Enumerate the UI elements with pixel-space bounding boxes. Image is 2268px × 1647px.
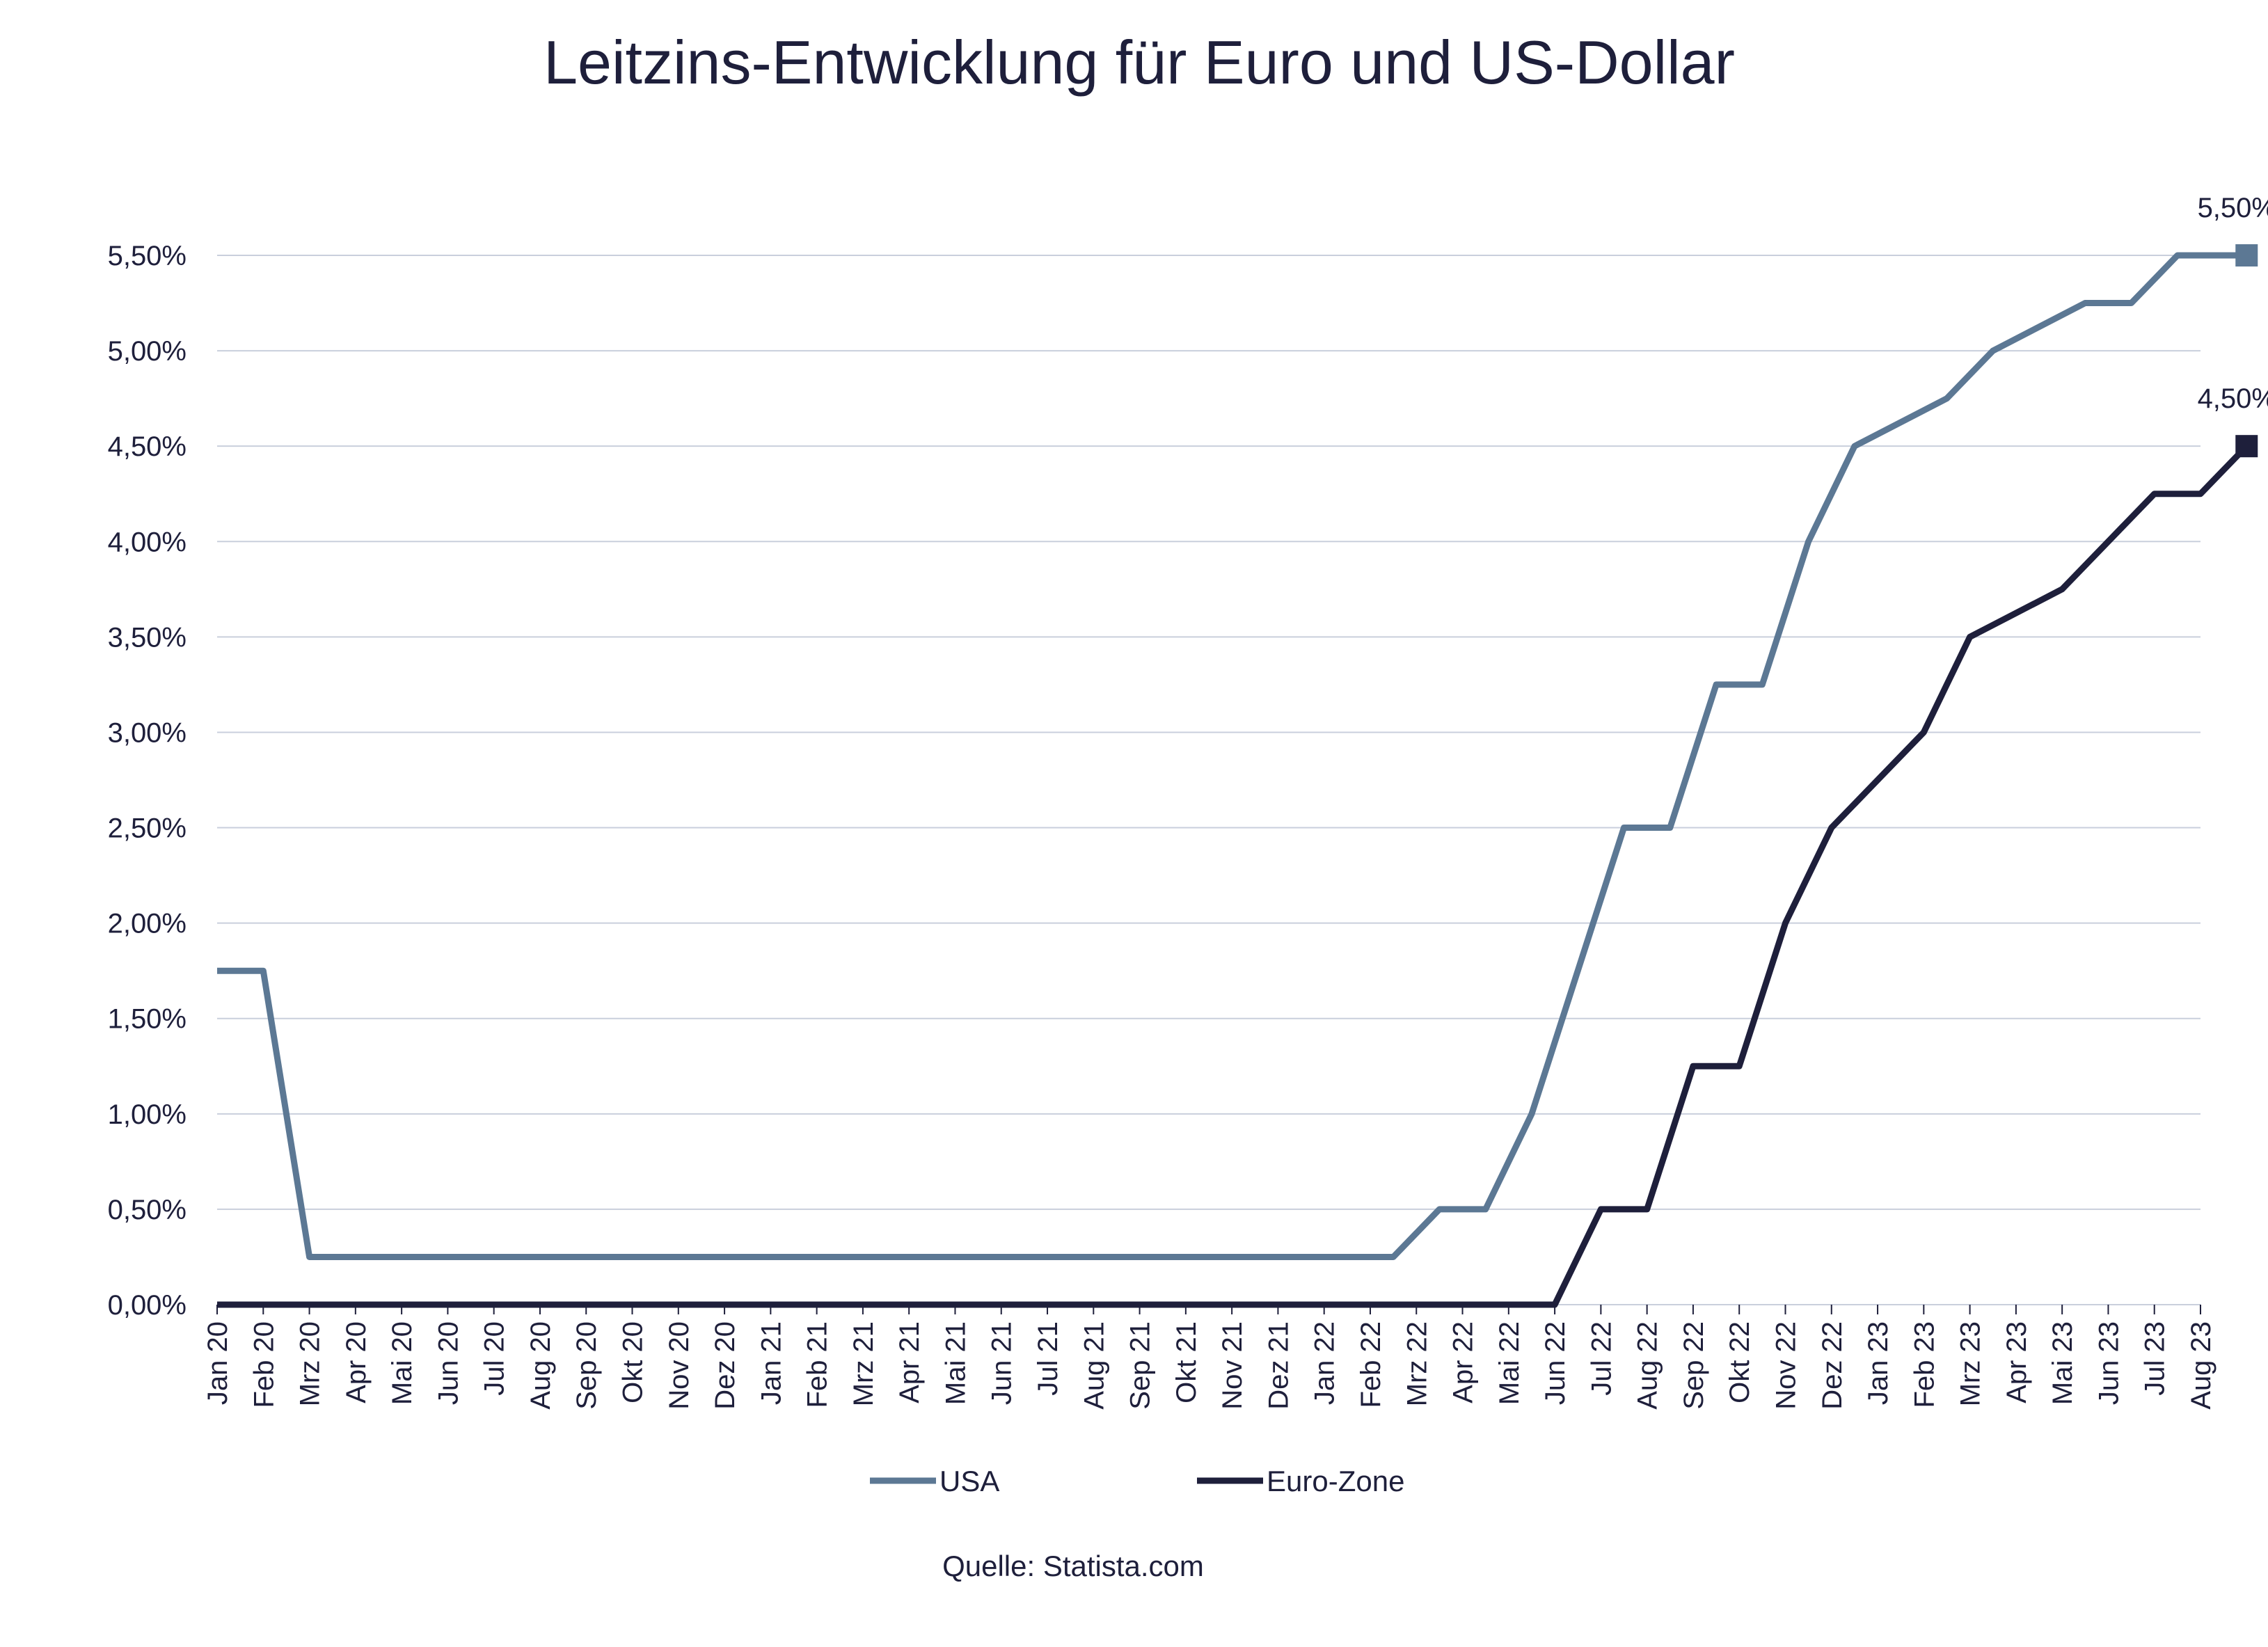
x-tick-label: Feb 20 [248,1321,279,1408]
x-tick-label: Jul 20 [479,1321,510,1396]
y-tick-label: 5,00% [108,336,187,367]
grid [217,255,2200,1305]
x-tick-label: Jul 21 [1033,1321,1063,1396]
x-tick-label: Mai 22 [1494,1321,1525,1405]
x-tick-label: Dez 20 [710,1321,740,1410]
x-tick-label: Mrz 20 [295,1321,326,1406]
series-end-marker [2235,435,2258,458]
x-tick-label: Aug 21 [1079,1321,1109,1410]
y-tick-label: 2,00% [108,909,187,939]
x-tick-label: Feb 21 [802,1321,833,1408]
source-note: Quelle: Statista.com [942,1550,1204,1582]
chart-title: Leitzins-Entwicklung für Euro und US-Dol… [544,28,1735,97]
x-tick-label: Jun 22 [1540,1321,1571,1405]
x-tick-label: Mai 21 [940,1321,971,1405]
x-tick-label: Dez 21 [1263,1321,1294,1410]
legend: USA Euro-Zone [870,1465,1404,1497]
y-tick-label: 0,00% [108,1290,187,1321]
y-tick-label: 4,50% [108,431,187,462]
x-tick-label: Okt 21 [1171,1321,1202,1403]
x-tick-label: Apr 21 [894,1321,925,1403]
x-tick-label: Aug 22 [1633,1321,1663,1410]
x-tick-label: Dez 22 [1817,1321,1848,1410]
y-tick-label: 4,00% [108,527,187,557]
x-tick-label: Jul 23 [2140,1321,2171,1396]
x-tick-label: Mrz 21 [848,1321,879,1406]
x-tick-label: Mrz 23 [1956,1321,1986,1406]
x-tick-label: Okt 22 [1724,1321,1755,1403]
x-tick-label: Jan 20 [203,1321,233,1405]
x-tick-label: Apr 23 [2001,1321,2032,1403]
x-tick-label: Mai 20 [387,1321,418,1405]
x-tick-label: Aug 20 [525,1321,556,1410]
series-line-euro-zone [217,444,2249,1308]
y-axis: 0,00% 0,50% 1,00% 1,50% 2,00% 2,50% 3,00% 3,50%… [108,241,187,1321]
x-tick-label: Sep 21 [1125,1321,1156,1410]
x-tick-label: Nov 20 [664,1321,695,1410]
y-tick-label: 2,50% [108,813,187,844]
y-tick-label: 1,00% [108,1099,187,1130]
x-tick-label: Aug 23 [2186,1321,2217,1410]
x-tick-label: Jan 22 [1310,1321,1340,1405]
series-line-usa [217,252,2247,1260]
x-tick-label: Apr 22 [1448,1321,1479,1403]
legend-label: USA [939,1465,999,1497]
x-tick-label: Nov 22 [1770,1321,1801,1410]
legend-label: Euro-Zone [1267,1465,1404,1497]
x-tick-label: Feb 22 [1356,1321,1386,1408]
x-tick-label: Okt 20 [618,1321,649,1403]
x-tick-label: Mai 23 [2047,1321,2078,1405]
x-tick-label: Jul 22 [1586,1321,1617,1396]
y-tick-label: 5,50% [108,241,187,271]
x-tick-label: Nov 21 [1217,1321,1248,1410]
x-tick-label: Mrz 22 [1402,1321,1432,1406]
x-tick-label: Jun 20 [433,1321,463,1405]
x-tick-label: Apr 20 [341,1321,372,1403]
y-tick-label: 0,50% [108,1195,187,1225]
series-end-label: 5,50% [2198,193,2268,223]
x-tick-label: Jun 23 [2093,1321,2124,1405]
y-tick-label: 3,00% [108,717,187,748]
series-end-marker [2235,244,2258,266]
series-lines: 5,50% 4,50% [217,193,2268,1308]
y-tick-label: 1,50% [108,1004,187,1035]
y-tick-label: 3,50% [108,622,187,653]
x-tick-label: Sep 20 [571,1321,602,1410]
x-axis: Jan 20 Feb 20 Mrz 20 Apr 20 Mai 20 Jun 20 Jul … [203,1305,2217,1410]
x-tick-label: Feb 23 [1909,1321,1940,1408]
x-tick-label: Jan 21 [756,1321,786,1405]
x-tick-label: Sep 22 [1679,1321,1709,1410]
x-tick-label: Jun 21 [987,1321,1017,1405]
x-tick-label: Jan 23 [1863,1321,1894,1405]
series-end-label: 4,50% [2198,383,2268,414]
